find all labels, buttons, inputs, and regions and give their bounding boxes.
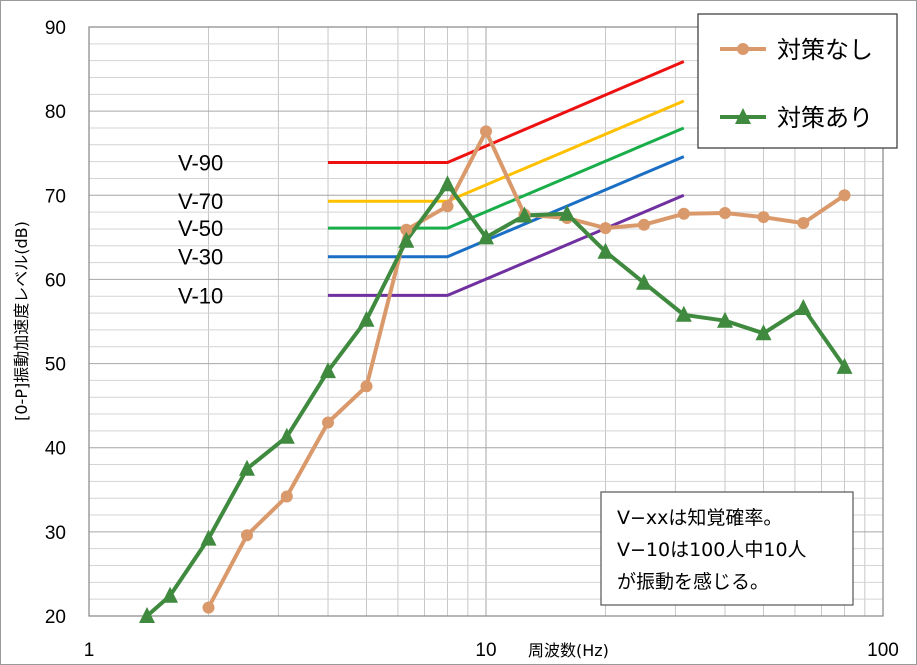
reference-line [328,126,685,230]
data-point [838,189,851,202]
y-tick-label: 50 [45,355,66,376]
reference-labels: V-90 V-70V-50 V-30 V-10 [178,150,223,308]
data-point [636,273,652,290]
series-layer [139,125,853,623]
y-tick-label: 20 [45,607,66,628]
annotation-line-2: V−10は100人中10人 [617,539,807,561]
data-point [358,310,375,327]
reference-line-label: V-70 [178,189,223,214]
data-point [360,380,373,393]
annotation-line-1: V−xxは知覚確率。 [617,507,782,529]
y-tick-label: 60 [45,270,66,291]
data-point [280,490,293,503]
data-point [278,427,295,444]
data-point [322,416,335,429]
data-point [675,305,692,322]
data-point [757,211,770,224]
x-tick-label: 10 [475,640,496,661]
x-axis-label: 周波数(Hz) [528,641,609,660]
reference-line [328,60,685,164]
data-point [320,362,336,379]
grid [89,26,883,617]
data-point [717,311,733,328]
data-point [240,529,253,542]
y-tick-label: 40 [45,439,66,460]
x-tick-labels: 1 10 100 [84,640,899,661]
legend-label-with-measure: 対策あり [777,104,873,132]
data-point [719,206,732,219]
reference-line [328,155,685,259]
reference-line-label: V-10 [178,283,223,308]
data-point [637,218,650,231]
y-tick-label: 80 [45,102,66,123]
x-tick-label: 100 [867,640,899,661]
data-point [441,200,454,213]
data-point [202,601,215,614]
annotation-line-3: が振動を感じる。 [617,571,769,593]
x-tick-label: 1 [84,640,95,661]
data-point [755,324,772,341]
legend-marker-with-measure [735,108,751,124]
data-point [162,586,178,603]
data-point [139,607,155,623]
data-point [516,206,533,223]
data-point [559,204,575,221]
annotation-box: V−xxは知覚確率。 V−10は100人中10人 が振動を感じる。 [600,491,854,606]
legend-marker-no-measure [737,43,749,55]
data-point [398,231,415,248]
data-point [795,299,812,315]
y-tick-label: 90 [45,18,66,39]
data-point [836,357,853,374]
data-point [239,459,255,476]
legend: 対策なし 対策あり [697,13,898,149]
reference-line-label: V-90 [178,150,223,175]
y-tick-label: 70 [45,186,66,207]
data-point [439,175,456,192]
legend-box [697,13,898,149]
data-point [599,222,612,235]
reference-line-label: V-50 [178,216,223,241]
y-tick-labels: 20 30 40 50 60 70 80 90 [45,18,66,628]
data-point [597,242,614,259]
data-point [200,529,217,546]
annotation-border [600,491,854,606]
legend-label-no-measure: 対策なし [777,36,873,64]
data-point [677,207,690,220]
data-point [478,228,494,245]
data-point [797,217,810,230]
y-tick-label: 30 [45,523,66,544]
data-point [400,223,413,236]
reference-line-label: V-30 [178,245,223,270]
y-axis-label: [0-P]振動加速度レベル(dB) [12,221,31,421]
data-point [480,125,492,138]
plot-area-border [88,26,884,617]
